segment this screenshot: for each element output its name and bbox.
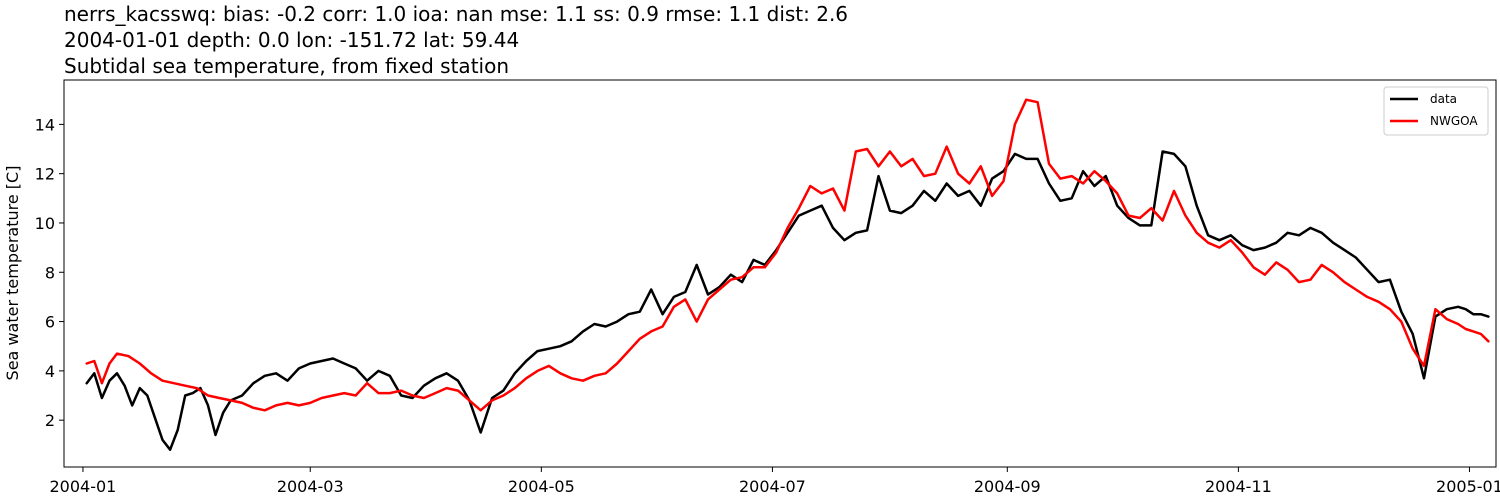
x-tick-label: 2004-05 [508, 477, 575, 496]
legend-label-data: data [1430, 92, 1457, 106]
y-tick-label: 6 [45, 313, 55, 332]
y-tick-label: 2 [45, 411, 55, 430]
chart-title-line-3: Subtidal sea temperature, from fixed sta… [64, 54, 509, 78]
legend-label-nwgoa: NWGOA [1430, 114, 1478, 128]
y-tick-label: 12 [35, 165, 55, 184]
x-tick-label: 2004-11 [1205, 477, 1272, 496]
legend: data NWGOA [1383, 86, 1489, 136]
x-tick-label: 2004-03 [277, 477, 344, 496]
x-axis: 2004-01 2004-03 2004-05 2004-07 2004-09 2004-… [50, 467, 1500, 496]
series-line-data [85, 150, 1490, 451]
y-tick-label: 4 [45, 362, 55, 381]
y-tick-label: 14 [35, 115, 55, 134]
y-tick-label: 8 [45, 263, 55, 282]
series-layer [85, 98, 1490, 451]
x-tick-label: 2004-09 [974, 477, 1041, 496]
y-axis: 2 4 6 8 10 12 14 [35, 115, 64, 430]
plot-frame [63, 79, 1497, 468]
x-tick-label: 2004-01 [50, 477, 117, 496]
y-tick-label: 10 [35, 214, 55, 233]
y-axis-label: Sea water temperature [C] [3, 166, 22, 381]
chart-title-line-1: nerrs_kacsswq: bias: -0.2 corr: 1.0 ioa:… [64, 2, 849, 26]
x-tick-label: 2004-07 [739, 477, 806, 496]
chart-title-line-2: 2004-01-01 depth: 0.0 lon: -151.72 lat: … [64, 28, 520, 52]
x-tick-label: 2005-01 [1436, 477, 1500, 496]
series-line-nwgoa [85, 98, 1490, 412]
